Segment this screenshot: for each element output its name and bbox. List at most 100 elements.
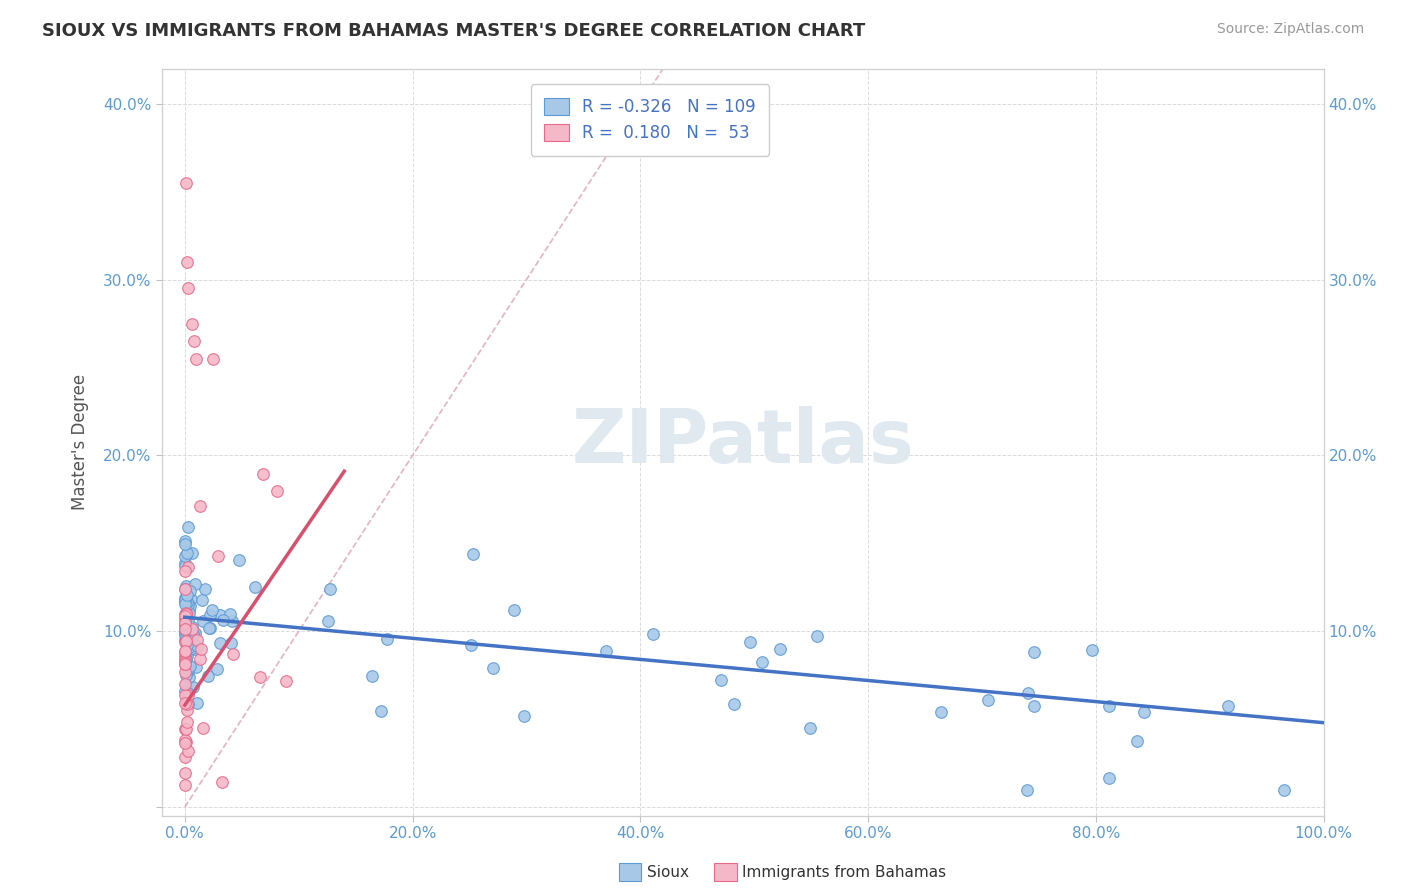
Point: [276, 674, 298, 689]
Point: [176, 697, 198, 711]
Point: [218, 607, 240, 621]
Point: [186, 640, 208, 654]
Point: [319, 582, 342, 597]
Point: [173, 582, 195, 597]
Point: [173, 688, 195, 702]
Point: [806, 629, 828, 643]
Point: [1098, 771, 1121, 785]
Point: [209, 636, 232, 650]
Point: [174, 644, 197, 658]
Point: [174, 633, 197, 648]
Point: [174, 696, 197, 710]
Point: [174, 619, 197, 633]
Point: [710, 673, 733, 687]
Point: [183, 334, 205, 348]
Point: [186, 633, 208, 648]
Point: [740, 635, 762, 649]
Point: [184, 577, 207, 591]
Point: [174, 549, 197, 564]
Point: [174, 591, 197, 605]
Point: [211, 775, 233, 789]
Legend: R = -0.326   N = 109, R =  0.180   N =  53: R = -0.326 N = 109, R = 0.180 N = 53: [530, 85, 769, 156]
Point: [174, 537, 197, 551]
Point: [1126, 733, 1149, 747]
Point: [180, 317, 202, 331]
Point: [191, 614, 214, 628]
Point: [174, 534, 197, 549]
Point: [173, 612, 195, 626]
Point: [174, 677, 197, 691]
Point: [176, 598, 198, 612]
Point: [174, 655, 197, 669]
Point: [595, 644, 617, 658]
Point: [202, 351, 225, 366]
Point: [174, 735, 197, 749]
Point: [1132, 705, 1154, 719]
Point: [179, 658, 201, 673]
Point: [179, 640, 201, 654]
Point: [181, 626, 204, 640]
Point: [173, 749, 195, 764]
Point: [176, 714, 198, 729]
Point: [799, 722, 821, 736]
Point: [180, 591, 202, 606]
Point: [198, 607, 221, 622]
Point: [183, 641, 205, 656]
Point: [174, 651, 197, 665]
Point: [461, 547, 484, 561]
Point: [176, 649, 198, 664]
Point: [174, 607, 197, 622]
Point: [177, 606, 200, 620]
Text: SIOUX VS IMMIGRANTS FROM BAHAMAS MASTER'S DEGREE CORRELATION CHART: SIOUX VS IMMIGRANTS FROM BAHAMAS MASTER'…: [42, 22, 866, 40]
Point: [174, 722, 197, 736]
Point: [177, 281, 200, 295]
Point: [176, 255, 198, 269]
Point: [176, 686, 198, 700]
Point: [177, 657, 200, 672]
Point: [176, 703, 198, 717]
Point: [460, 638, 482, 652]
Point: [176, 689, 198, 703]
Y-axis label: Master's Degree: Master's Degree: [72, 374, 89, 510]
Point: [198, 621, 221, 635]
Point: [179, 599, 201, 614]
Point: [228, 553, 250, 567]
Point: [173, 623, 195, 637]
Point: [174, 766, 197, 780]
Point: [188, 652, 211, 666]
Point: [768, 642, 790, 657]
Point: [173, 652, 195, 666]
Point: [318, 614, 340, 628]
Point: [177, 603, 200, 617]
Point: [176, 546, 198, 560]
Point: [751, 655, 773, 669]
Point: [643, 627, 665, 641]
Point: [176, 595, 198, 609]
Point: [181, 620, 204, 634]
Point: [183, 626, 205, 640]
Point: [209, 607, 232, 622]
Point: [243, 580, 266, 594]
Point: [513, 709, 536, 723]
Point: [181, 681, 204, 695]
Point: [482, 661, 505, 675]
Point: [174, 610, 197, 624]
Point: [173, 622, 195, 636]
Point: [976, 693, 998, 707]
Point: [173, 591, 195, 605]
Point: [173, 665, 195, 679]
Point: [177, 560, 200, 574]
Point: [174, 736, 197, 750]
Point: [173, 609, 195, 624]
Point: [173, 564, 195, 578]
Point: [370, 704, 392, 718]
Point: [177, 663, 200, 677]
Point: [197, 669, 219, 683]
Point: [194, 582, 217, 596]
Point: [174, 684, 197, 698]
Point: [186, 696, 208, 710]
Point: [174, 778, 197, 792]
Point: [1024, 698, 1046, 713]
Point: [186, 351, 208, 366]
Point: [174, 579, 197, 593]
